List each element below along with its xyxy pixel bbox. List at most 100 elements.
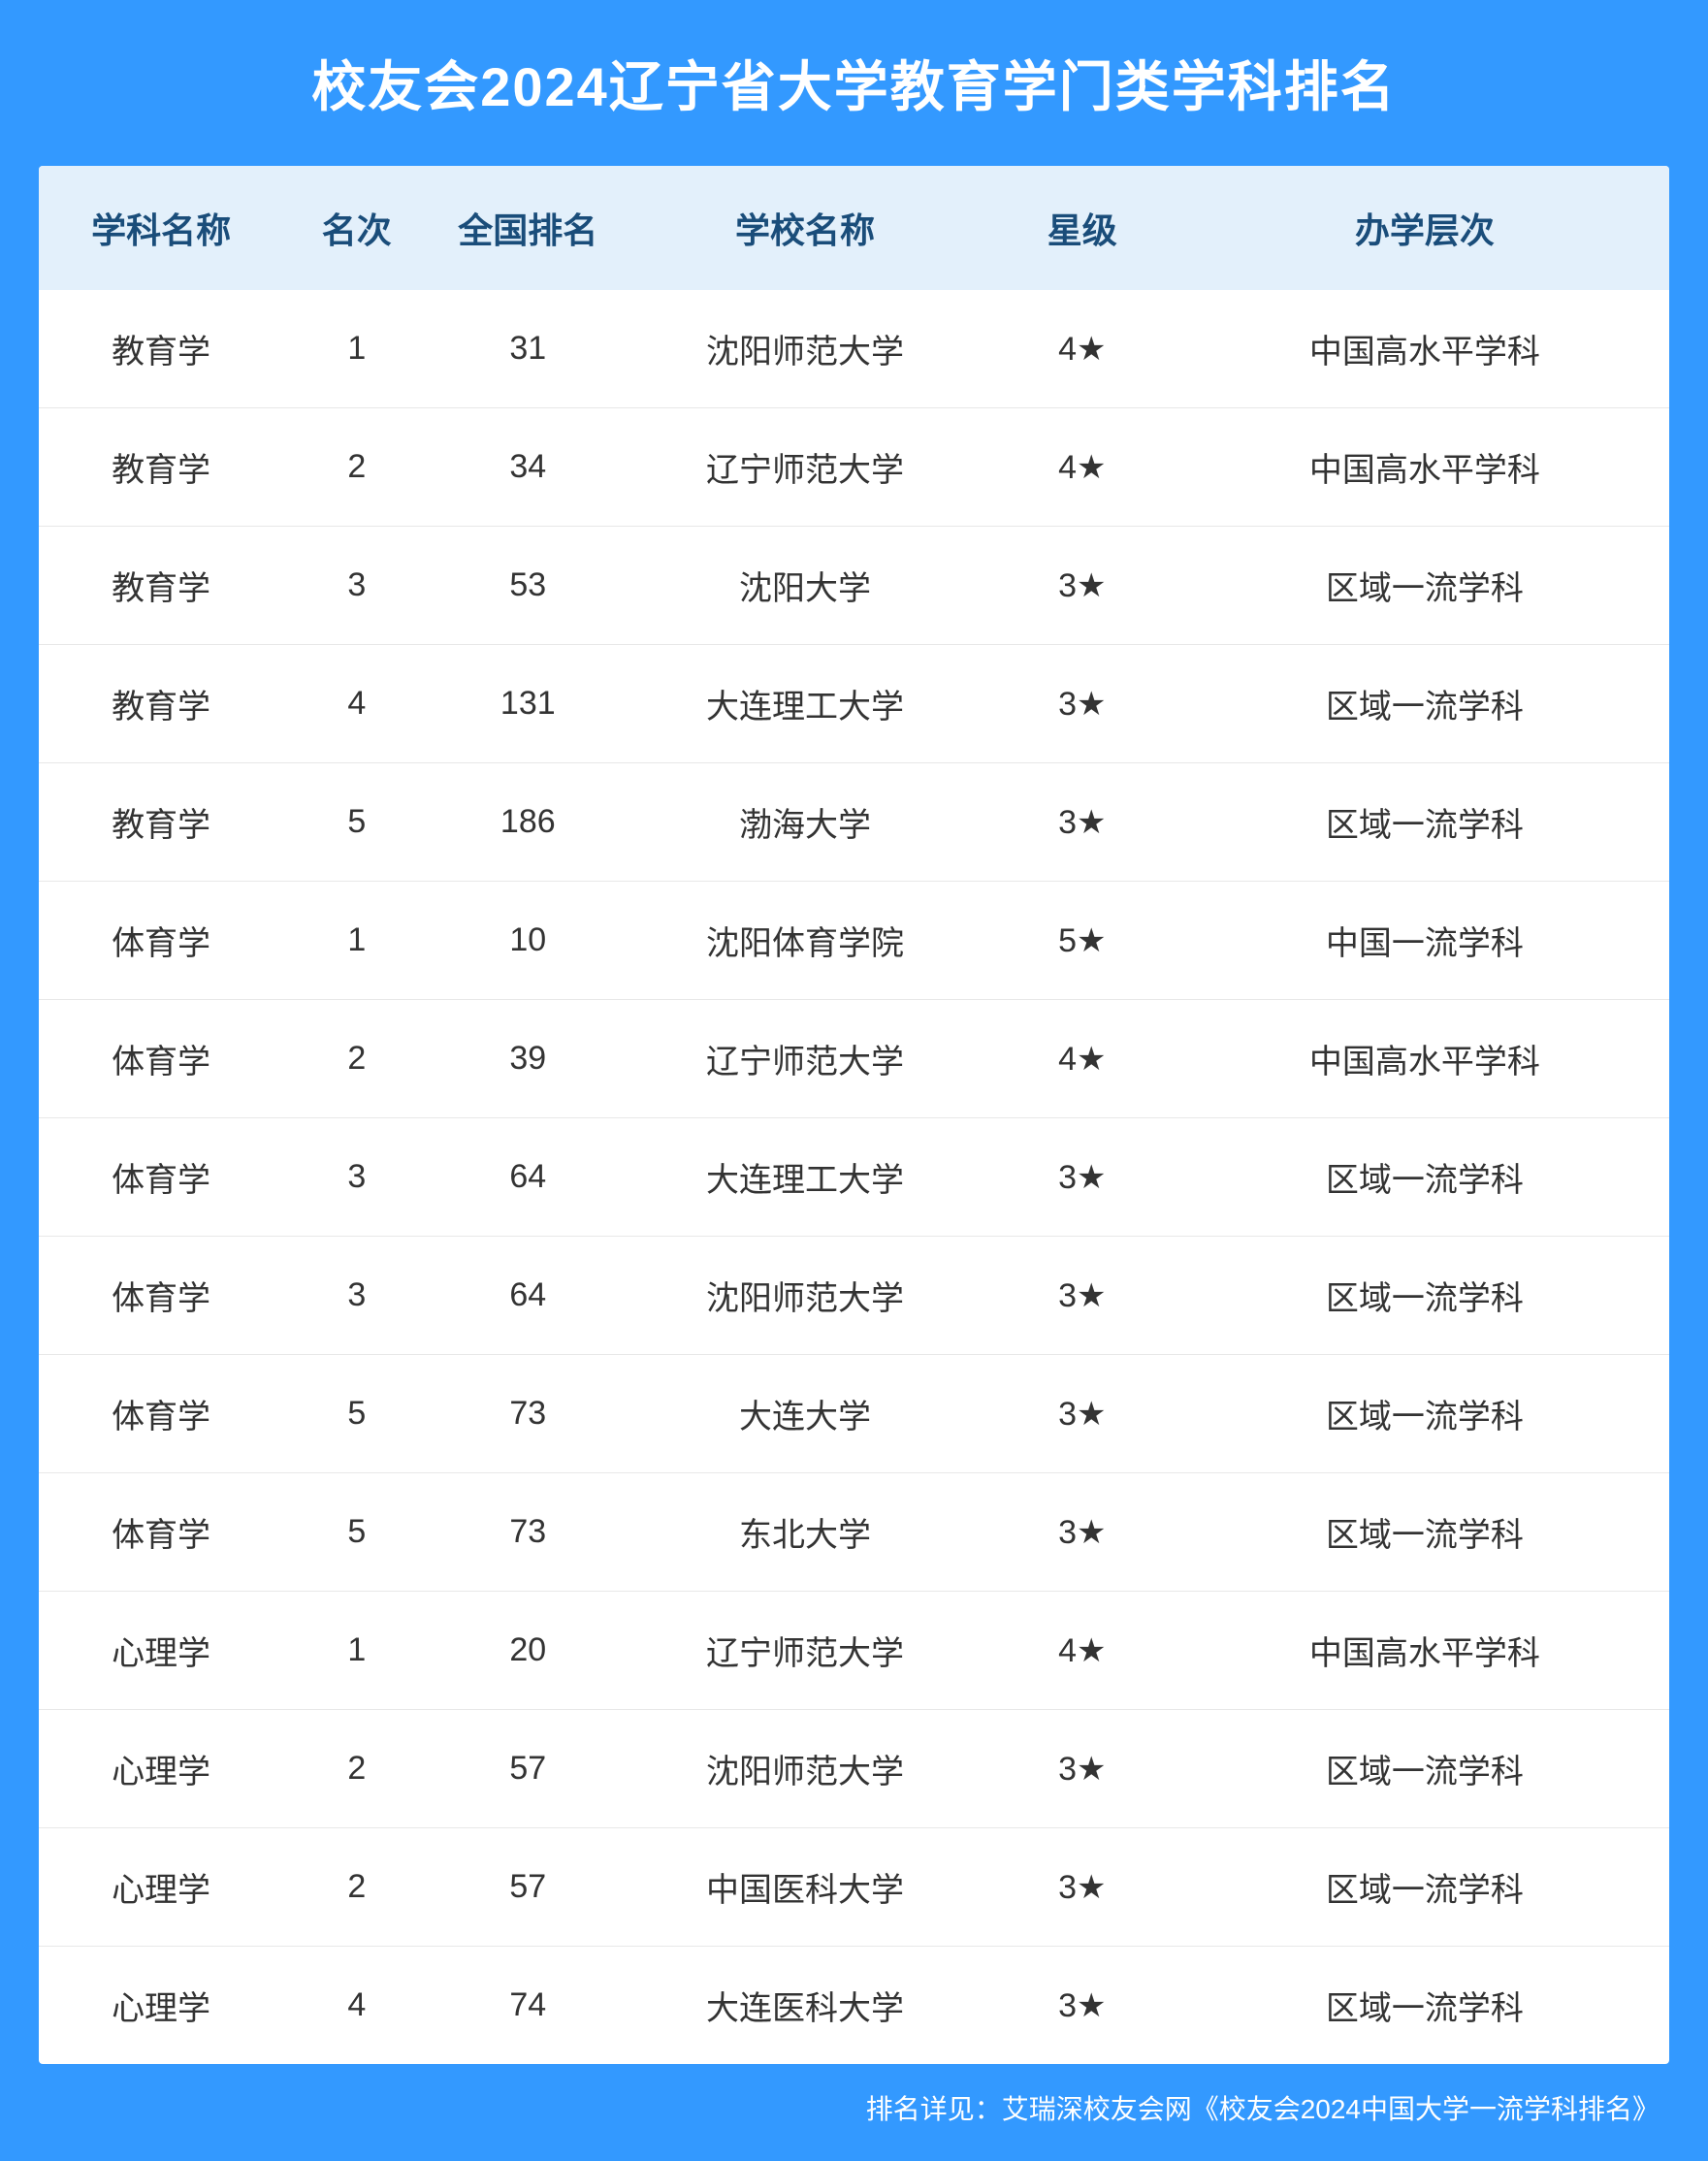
table-cell: 大连理工大学 bbox=[626, 1118, 984, 1237]
table-cell: 中国高水平学科 bbox=[1180, 1000, 1669, 1118]
table-cell: 57 bbox=[430, 1710, 626, 1828]
table-cell: 大连医科大学 bbox=[626, 1947, 984, 2065]
table-cell: 中国高水平学科 bbox=[1180, 290, 1669, 408]
table-cell: 教育学 bbox=[39, 290, 283, 408]
table-wrapper: 学科名称 名次 全国排名 学校名称 星级 办学层次 教育学131沈阳师范大学4★… bbox=[39, 166, 1669, 2064]
table-cell: 体育学 bbox=[39, 1237, 283, 1355]
table-cell: 3★ bbox=[984, 527, 1180, 645]
table-cell: 渤海大学 bbox=[626, 763, 984, 882]
table-header-row: 学科名称 名次 全国排名 学校名称 星级 办学层次 bbox=[39, 166, 1669, 290]
table-row: 体育学364沈阳师范大学3★区域一流学科 bbox=[39, 1237, 1669, 1355]
table-cell: 区域一流学科 bbox=[1180, 1710, 1669, 1828]
table-cell: 4★ bbox=[984, 1000, 1180, 1118]
footer-note: 排名详见：艾瑞深校友会网《校友会2024中国大学一流学科排名》 bbox=[39, 2064, 1669, 2132]
table-cell: 39 bbox=[430, 1000, 626, 1118]
table-cell: 2 bbox=[283, 1828, 430, 1947]
header-subject: 学科名称 bbox=[39, 166, 283, 290]
table-cell: 区域一流学科 bbox=[1180, 1947, 1669, 2065]
table-cell: 体育学 bbox=[39, 1355, 283, 1473]
table-cell: 教育学 bbox=[39, 645, 283, 763]
table-cell: 体育学 bbox=[39, 882, 283, 1000]
table-cell: 3 bbox=[283, 527, 430, 645]
table-cell: 53 bbox=[430, 527, 626, 645]
table-cell: 体育学 bbox=[39, 1118, 283, 1237]
table-cell: 体育学 bbox=[39, 1000, 283, 1118]
header-national: 全国排名 bbox=[430, 166, 626, 290]
table-cell: 区域一流学科 bbox=[1180, 1237, 1669, 1355]
table-cell: 64 bbox=[430, 1237, 626, 1355]
table-cell: 31 bbox=[430, 290, 626, 408]
table-cell: 沈阳师范大学 bbox=[626, 1710, 984, 1828]
table-cell: 中国一流学科 bbox=[1180, 882, 1669, 1000]
table-cell: 34 bbox=[430, 408, 626, 527]
table-cell: 辽宁师范大学 bbox=[626, 408, 984, 527]
table-cell: 中国高水平学科 bbox=[1180, 1592, 1669, 1710]
table-cell: 3★ bbox=[984, 1118, 1180, 1237]
table-body: 教育学131沈阳师范大学4★中国高水平学科教育学234辽宁师范大学4★中国高水平… bbox=[39, 290, 1669, 2064]
table-cell: 大连理工大学 bbox=[626, 645, 984, 763]
table-row: 教育学234辽宁师范大学4★中国高水平学科 bbox=[39, 408, 1669, 527]
table-cell: 区域一流学科 bbox=[1180, 527, 1669, 645]
table-cell: 中国高水平学科 bbox=[1180, 408, 1669, 527]
table-cell: 74 bbox=[430, 1947, 626, 2065]
table-row: 教育学353沈阳大学3★区域一流学科 bbox=[39, 527, 1669, 645]
table-cell: 3 bbox=[283, 1237, 430, 1355]
table-cell: 3★ bbox=[984, 1947, 1180, 2065]
table-row: 体育学573大连大学3★区域一流学科 bbox=[39, 1355, 1669, 1473]
table-row: 体育学239辽宁师范大学4★中国高水平学科 bbox=[39, 1000, 1669, 1118]
table-cell: 3★ bbox=[984, 763, 1180, 882]
table-cell: 区域一流学科 bbox=[1180, 1473, 1669, 1592]
table-cell: 3★ bbox=[984, 1828, 1180, 1947]
table-cell: 20 bbox=[430, 1592, 626, 1710]
table-cell: 131 bbox=[430, 645, 626, 763]
table-cell: 4★ bbox=[984, 1592, 1180, 1710]
table-cell: 区域一流学科 bbox=[1180, 645, 1669, 763]
table-cell: 区域一流学科 bbox=[1180, 763, 1669, 882]
table-row: 心理学474大连医科大学3★区域一流学科 bbox=[39, 1947, 1669, 2065]
table-cell: 大连大学 bbox=[626, 1355, 984, 1473]
header-school: 学校名称 bbox=[626, 166, 984, 290]
table-cell: 心理学 bbox=[39, 1828, 283, 1947]
table-row: 体育学573东北大学3★区域一流学科 bbox=[39, 1473, 1669, 1592]
table-cell: 3★ bbox=[984, 1473, 1180, 1592]
table-cell: 体育学 bbox=[39, 1473, 283, 1592]
table-cell: 3★ bbox=[984, 1710, 1180, 1828]
table-cell: 东北大学 bbox=[626, 1473, 984, 1592]
table-row: 心理学257中国医科大学3★区域一流学科 bbox=[39, 1828, 1669, 1947]
table-cell: 心理学 bbox=[39, 1592, 283, 1710]
table-row: 心理学257沈阳师范大学3★区域一流学科 bbox=[39, 1710, 1669, 1828]
table-cell: 3★ bbox=[984, 1237, 1180, 1355]
header-star: 星级 bbox=[984, 166, 1180, 290]
table-cell: 辽宁师范大学 bbox=[626, 1592, 984, 1710]
table-cell: 4 bbox=[283, 645, 430, 763]
table-cell: 5 bbox=[283, 1355, 430, 1473]
page-title: 校友会2024辽宁省大学教育学门类学科排名 bbox=[39, 0, 1669, 166]
table-cell: 10 bbox=[430, 882, 626, 1000]
table-cell: 3★ bbox=[984, 645, 1180, 763]
table-cell: 64 bbox=[430, 1118, 626, 1237]
table-cell: 2 bbox=[283, 1710, 430, 1828]
table-cell: 教育学 bbox=[39, 527, 283, 645]
table-cell: 4 bbox=[283, 1947, 430, 2065]
table-cell: 1 bbox=[283, 882, 430, 1000]
table-cell: 5 bbox=[283, 1473, 430, 1592]
ranking-table: 学科名称 名次 全国排名 学校名称 星级 办学层次 教育学131沈阳师范大学4★… bbox=[39, 166, 1669, 2064]
table-cell: 辽宁师范大学 bbox=[626, 1000, 984, 1118]
table-row: 体育学364大连理工大学3★区域一流学科 bbox=[39, 1118, 1669, 1237]
table-cell: 186 bbox=[430, 763, 626, 882]
table-cell: 2 bbox=[283, 408, 430, 527]
table-row: 教育学4131大连理工大学3★区域一流学科 bbox=[39, 645, 1669, 763]
table-row: 心理学120辽宁师范大学4★中国高水平学科 bbox=[39, 1592, 1669, 1710]
table-cell: 中国医科大学 bbox=[626, 1828, 984, 1947]
table-cell: 5 bbox=[283, 763, 430, 882]
table-row: 教育学131沈阳师范大学4★中国高水平学科 bbox=[39, 290, 1669, 408]
table-row: 教育学5186渤海大学3★区域一流学科 bbox=[39, 763, 1669, 882]
table-cell: 教育学 bbox=[39, 408, 283, 527]
table-cell: 沈阳大学 bbox=[626, 527, 984, 645]
table-cell: 心理学 bbox=[39, 1947, 283, 2065]
table-cell: 沈阳师范大学 bbox=[626, 1237, 984, 1355]
header-level: 办学层次 bbox=[1180, 166, 1669, 290]
table-row: 体育学110沈阳体育学院5★中国一流学科 bbox=[39, 882, 1669, 1000]
table-cell: 73 bbox=[430, 1473, 626, 1592]
table-cell: 5★ bbox=[984, 882, 1180, 1000]
